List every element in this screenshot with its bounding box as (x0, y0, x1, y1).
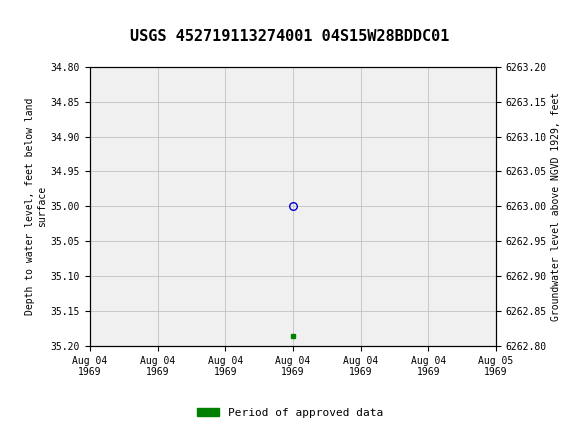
Text: USGS: USGS (30, 8, 98, 28)
Y-axis label: Depth to water level, feet below land
surface: Depth to water level, feet below land su… (25, 98, 46, 315)
Text: ≈: ≈ (8, 3, 31, 32)
Y-axis label: Groundwater level above NGVD 1929, feet: Groundwater level above NGVD 1929, feet (551, 92, 561, 321)
Legend: Period of approved data: Period of approved data (193, 403, 387, 422)
Text: USGS 452719113274001 04S15W28BDDC01: USGS 452719113274001 04S15W28BDDC01 (130, 29, 450, 44)
